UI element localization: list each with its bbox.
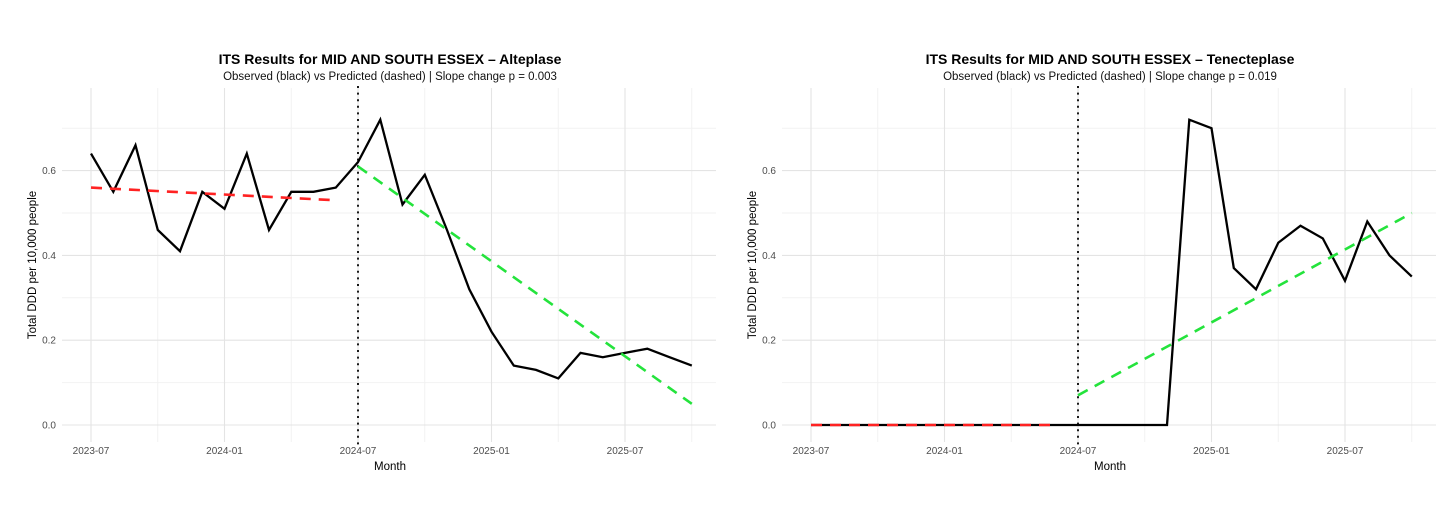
x-tick-label: 2023-07 bbox=[793, 446, 830, 457]
tenecteplase-plot-svg: 0.0 0.2 0.4 0.6 2023-07 2024-01 2024-07 2025-01… bbox=[747, 51, 1436, 473]
x-tick-label: 2025-01 bbox=[473, 446, 510, 457]
chart-title: ITS Results for MID AND SOUTH ESSEX – Al… bbox=[219, 51, 562, 67]
predicted-pre-intervention-fit-line bbox=[90, 186, 336, 202]
predicted-counterfactual-post-intervention-line bbox=[1077, 211, 1413, 397]
chart-subtitle: Observed (black) vs Predicted (dashed) |… bbox=[223, 71, 557, 83]
x-tick-label: 2024-07 bbox=[340, 446, 377, 457]
alteplase-plot-svg: 0.0 0.2 0.4 0.6 2023-07 2024-01 2024-07 2025-01… bbox=[27, 51, 716, 473]
y-tick-label: 0.2 bbox=[762, 336, 776, 347]
y-axis-label: Total DDD per 10,000 people bbox=[747, 191, 759, 339]
y-tick-label: 0.4 bbox=[42, 251, 56, 262]
x-tick-label: 2025-07 bbox=[607, 446, 644, 457]
alteplase-plot-area: 0.0 0.2 0.4 0.6 2023-07 2024-01 2024-07 2025-01… bbox=[42, 86, 716, 457]
y-tick-label: 0.4 bbox=[762, 251, 776, 262]
chart-subtitle: Observed (black) vs Predicted (dashed) |… bbox=[943, 71, 1277, 83]
observed-line bbox=[90, 116, 693, 380]
y-tick-label: 0.6 bbox=[762, 166, 776, 177]
y-tick-label: 0.6 bbox=[42, 166, 56, 177]
y-tick-label: 0.0 bbox=[42, 421, 56, 432]
x-tick-label: 2024-01 bbox=[926, 446, 963, 457]
x-tick-label: 2024-01 bbox=[206, 446, 243, 457]
alteplase-chart: 0.0 0.2 0.4 0.6 2023-07 2024-01 2024-07 2025-01… bbox=[27, 51, 716, 473]
y-tick-label: 0.0 bbox=[762, 421, 776, 432]
tenecteplase-plot-area: 0.0 0.2 0.4 0.6 2023-07 2024-01 2024-07 2025-01… bbox=[762, 86, 1436, 457]
x-axis-label: Month bbox=[374, 461, 406, 473]
x-tick-label: 2025-01 bbox=[1193, 446, 1230, 457]
y-tick-label: 0.2 bbox=[42, 336, 56, 347]
x-tick-label: 2025-07 bbox=[1327, 446, 1364, 457]
x-axis-label: Month bbox=[1094, 461, 1126, 473]
observed-line bbox=[811, 118, 1413, 427]
tenecteplase-chart: 0.0 0.2 0.4 0.6 2023-07 2024-01 2024-07 2025-01… bbox=[720, 0, 1440, 510]
x-tick-label: 2024-07 bbox=[1060, 446, 1097, 457]
x-tick-label: 2023-07 bbox=[73, 446, 110, 457]
y-axis-label: Total DDD per 10,000 people bbox=[27, 191, 39, 339]
chart-title: ITS Results for MID AND SOUTH ESSEX – Te… bbox=[926, 51, 1295, 67]
